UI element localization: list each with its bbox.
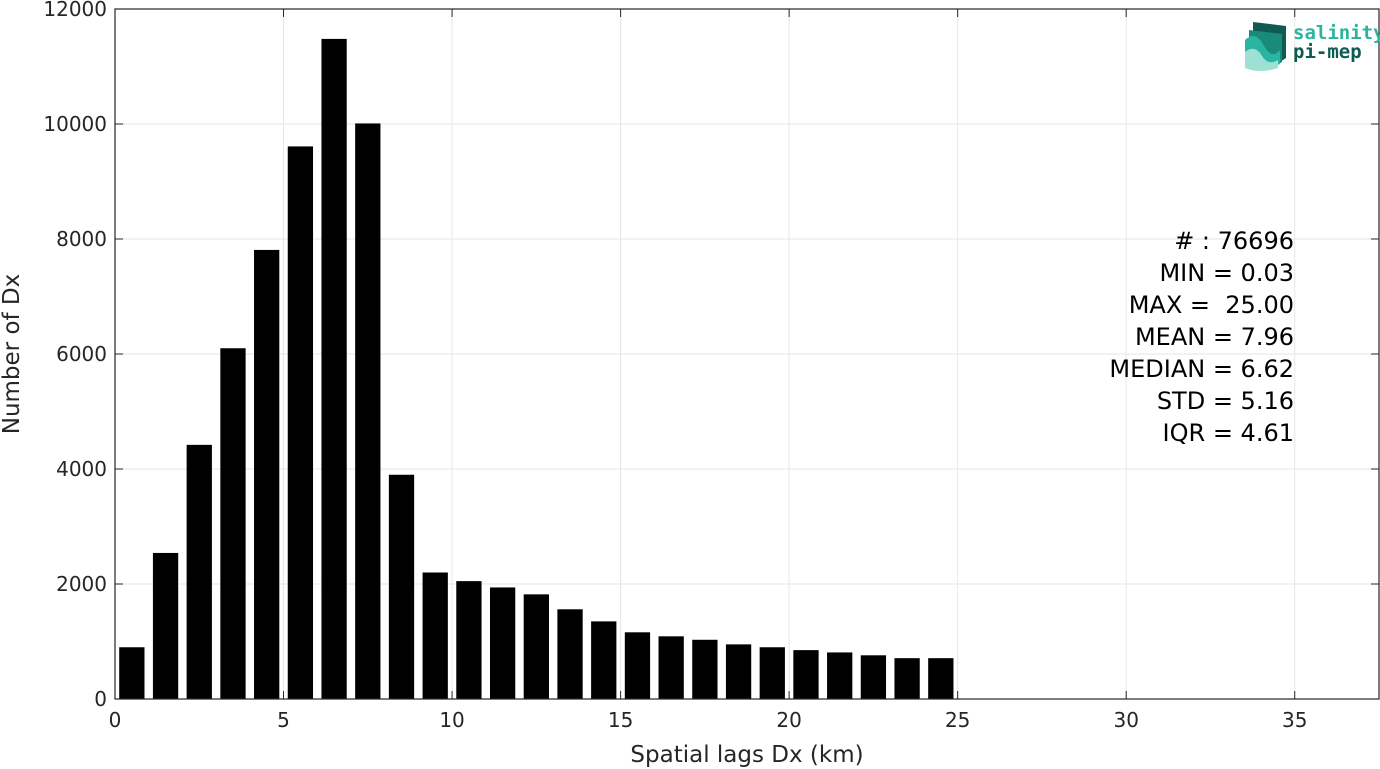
x-tick-label: 15 xyxy=(608,708,633,732)
histogram-bar xyxy=(388,474,415,699)
stat-line: MAX = 25.00 xyxy=(1129,291,1294,319)
histogram-bar xyxy=(658,636,684,699)
histogram-bar xyxy=(119,647,145,699)
x-tick-label: 10 xyxy=(439,708,464,732)
histogram-bar xyxy=(422,572,448,699)
histogram-bar xyxy=(321,38,347,699)
y-tick-label: 0 xyxy=(94,687,107,711)
histogram-bar xyxy=(254,249,280,700)
logo-text-salinity: salinity xyxy=(1293,22,1380,44)
histogram-bar xyxy=(489,587,516,699)
histogram-bar xyxy=(591,621,617,699)
stat-line: STD = 5.16 xyxy=(1157,387,1294,415)
stat-line: MEDIAN = 6.62 xyxy=(1109,355,1294,383)
histogram-bar xyxy=(624,632,651,699)
y-axis-label: Number of Dx xyxy=(0,274,25,435)
histogram-bar xyxy=(557,609,583,699)
y-tick-label: 6000 xyxy=(56,342,107,366)
histogram-bar xyxy=(860,655,887,699)
histogram-bar xyxy=(725,644,752,699)
histogram-bar xyxy=(186,444,212,699)
bars-group xyxy=(119,38,954,700)
histogram-bar xyxy=(827,652,853,699)
salinity-pi-mep-logo: salinity pi-mep xyxy=(1245,22,1380,71)
x-tick-label: 0 xyxy=(109,708,122,732)
histogram-bar xyxy=(692,639,718,699)
y-tick-label: 10000 xyxy=(43,112,107,136)
stat-line: MEAN = 7.96 xyxy=(1135,323,1294,351)
histogram-bar xyxy=(523,594,549,699)
stat-line: IQR = 4.61 xyxy=(1163,419,1294,447)
histogram-bar xyxy=(456,581,482,699)
stat-line: # : 76696 xyxy=(1174,227,1294,255)
logo-text-pi-mep: pi-mep xyxy=(1293,41,1362,63)
x-tick-label: 30 xyxy=(1113,708,1138,732)
y-tick-label: 8000 xyxy=(56,227,107,251)
histogram-bar xyxy=(759,647,785,699)
histogram-bar xyxy=(355,123,381,700)
histogram-bar xyxy=(220,348,246,699)
wave-logo-icon xyxy=(1245,22,1286,71)
x-tick-label: 20 xyxy=(776,708,801,732)
y-tick-label: 2000 xyxy=(56,572,107,596)
histogram-bar xyxy=(287,146,314,700)
x-axis-ticks: 0 5 10 15 20 25 30 35 xyxy=(109,9,1307,732)
x-axis-label: Spatial lags Dx (km) xyxy=(630,742,863,768)
x-tick-label: 5 xyxy=(277,708,290,732)
y-tick-label: 4000 xyxy=(56,457,107,481)
x-tick-label: 25 xyxy=(945,708,970,732)
y-tick-label: 12000 xyxy=(43,0,107,21)
x-tick-label: 35 xyxy=(1282,708,1307,732)
histogram-bar xyxy=(894,658,920,699)
stat-line: MIN = 0.03 xyxy=(1159,259,1294,287)
y-axis-ticks: 0 2000 4000 6000 8000 10000 12000 xyxy=(43,0,1379,711)
statistics-annotation: # : 76696 MIN = 0.03 MAX = 25.00 MEAN = 7.9… xyxy=(1109,227,1294,447)
histogram-bar xyxy=(793,650,819,699)
histogram-bar xyxy=(152,552,179,699)
histogram-bar xyxy=(928,658,954,699)
